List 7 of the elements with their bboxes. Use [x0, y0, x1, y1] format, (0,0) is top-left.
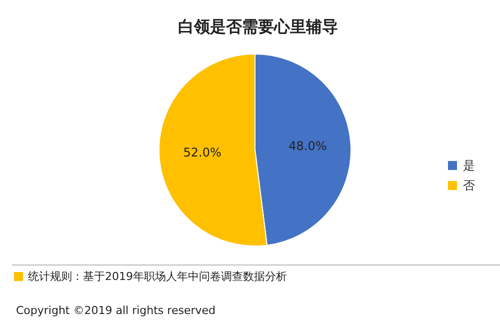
text: Copyright ©2019 all rights reserved: [16, 304, 216, 317]
text: 统计规则：基于2019年职场人年中问卷调查数据分析: [28, 270, 287, 283]
data-label: 48.0%: [288, 138, 327, 153]
data-label: 52.0%: [183, 146, 222, 160]
legend-label: 否: [463, 178, 475, 192]
legend-label: 是: [463, 158, 475, 172]
chart-title: 白领是否需要心里辅导: [178, 17, 338, 36]
